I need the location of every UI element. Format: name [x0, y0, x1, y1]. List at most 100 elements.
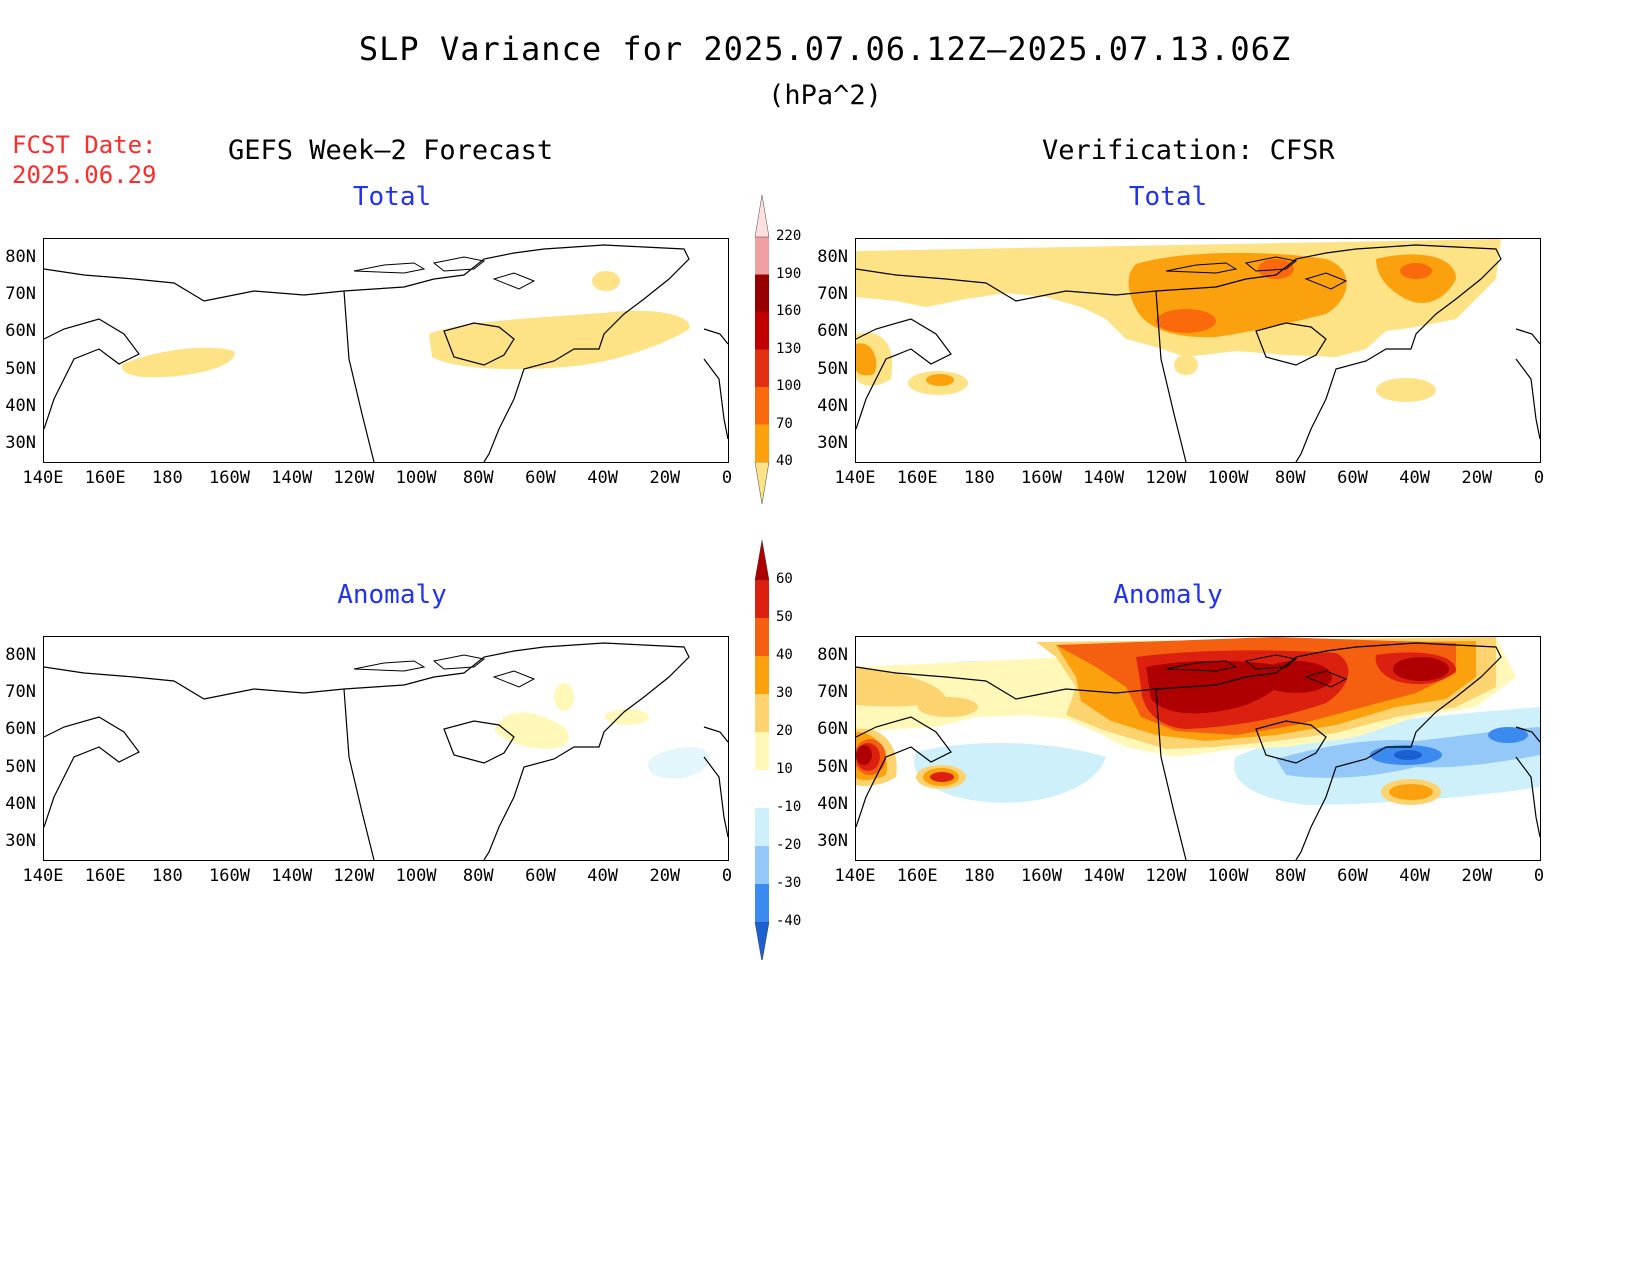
colorbar-segment	[755, 618, 769, 656]
forecast-total-map	[43, 238, 729, 463]
forecast-total-lon-label: 100W	[395, 468, 437, 488]
colorbar-segment	[755, 884, 769, 922]
coastlines	[44, 642, 728, 860]
verification-total-lon-label: 100W	[1207, 468, 1249, 488]
colorbar-segment	[755, 274, 769, 312]
islands	[353, 654, 536, 688]
forecast-total-lon-label: 180	[152, 468, 183, 488]
colorbar-level-label: 20	[776, 723, 793, 739]
fcst-date-value: 2025.06.29	[12, 161, 157, 189]
colorbar-segment	[755, 349, 769, 387]
verification-total-lat-label: 40N	[817, 396, 848, 416]
verification-anomaly-title: Anomaly	[1113, 580, 1223, 610]
forecast-total-lon-label: 0	[721, 468, 733, 488]
islands	[1165, 256, 1348, 290]
islands	[353, 256, 536, 290]
forecast-anomaly-lon-label: 160W	[209, 866, 250, 886]
coastlines	[856, 642, 1540, 860]
colorbar-level-label: 130	[776, 340, 802, 357]
forecast-total-lat-label: 80N	[5, 247, 36, 267]
colorbar-segment	[755, 387, 769, 425]
verification-total-lon-label: 140E	[834, 468, 876, 488]
colorbar-level-label: 40	[776, 453, 793, 469]
verification-anomaly-lon-label: 100W	[1207, 866, 1249, 886]
forecast-total-lon-label: 160E	[84, 468, 126, 488]
verification-total-lat-label: 80N	[817, 247, 848, 267]
forecast-total-lat-label: 60N	[5, 321, 36, 341]
forecast-anomaly-lon-label: 0	[721, 866, 733, 886]
verification-total-lon-label: 140W	[1083, 468, 1125, 488]
colorbar-anomaly	[754, 540, 770, 960]
figure-title: SLP Variance for 2025.07.06.12Z–2025.07.…	[358, 30, 1292, 68]
colorbar-arrow-low	[754, 921, 770, 960]
forecast-total-lat-label: 30N	[5, 433, 36, 453]
forecast-total-lat-label: 40N	[5, 396, 36, 416]
forecast-anomaly-lon-label: 60W	[525, 866, 556, 886]
verification-anomaly-lon-label: 160W	[1021, 866, 1062, 886]
verification-anomaly-lat-label: 80N	[817, 645, 848, 665]
forecast-anomaly-lon-label: 160E	[84, 866, 126, 886]
verification-total-lon-label: 160W	[1021, 468, 1062, 488]
verification-total-lon-label: 20W	[1461, 468, 1493, 488]
forecast-anomaly-title: Anomaly	[337, 580, 447, 610]
colorbar-level-label: -40	[776, 913, 802, 929]
shading	[494, 683, 710, 779]
colorbar-segment	[755, 808, 769, 846]
forecast-anomaly-lat-label: 70N	[5, 682, 36, 702]
verification-anomaly-map	[855, 636, 1541, 861]
verification-anomaly-lon-label: 80W	[1274, 866, 1306, 886]
verification-total-lat-label: 60N	[817, 321, 848, 341]
forecast-total-lon-label: 120W	[333, 468, 375, 488]
verification-anomaly-lat-label: 50N	[817, 757, 848, 777]
colorbar-level-label: 70	[776, 415, 793, 432]
verification-total-lat-label: 30N	[817, 433, 848, 453]
verification-anomaly-lon-label: 140W	[1083, 866, 1125, 886]
colorbar-level-label: -30	[776, 875, 802, 891]
colorbar-segment	[755, 237, 769, 275]
shading	[856, 637, 1540, 805]
forecast-anomaly-lon-label: 40W	[587, 866, 618, 886]
colorbar-level-label: 40	[776, 647, 793, 663]
islands	[1165, 654, 1348, 688]
forecast-anomaly-lon-label: 80W	[462, 866, 494, 886]
forecast-anomaly-lon-label: 120W	[333, 866, 375, 886]
colorbar-level-label: -20	[776, 837, 802, 853]
verification-anomaly-lon-label: 20W	[1461, 866, 1493, 886]
verification-anomaly-lat-label: 30N	[817, 831, 848, 851]
colorbar-segment	[755, 580, 769, 618]
verification-anomaly-lon-label: 60W	[1337, 866, 1368, 886]
verification-total-lon-label: 160E	[896, 468, 938, 488]
colorbar-level-label: 30	[776, 685, 793, 701]
verification-anomaly-lon-label: 40W	[1399, 866, 1430, 886]
verification-total-lon-label: 180	[964, 468, 995, 488]
forecast-total-lon-label: 140E	[22, 468, 64, 488]
verification-total-lon-label: 120W	[1145, 468, 1187, 488]
colorbar-segment	[755, 424, 769, 462]
forecast-anomaly-lon-label: 140E	[22, 866, 64, 886]
verification-anomaly-lon-label: 160E	[896, 866, 938, 886]
shading	[121, 271, 690, 378]
colorbar-level-label: -10	[776, 799, 802, 815]
verification-total-title: Total	[1128, 182, 1208, 212]
colorbar-level-label: 160	[776, 303, 802, 319]
forecast-total-lon-label: 80W	[462, 468, 494, 488]
units-label: (hPa^2)	[768, 80, 882, 111]
forecast-total-lon-label: 60W	[525, 468, 556, 488]
verification-total-lon-label: 40W	[1399, 468, 1430, 488]
colorbar-segment	[755, 694, 769, 732]
colorbar-level-label: 100	[776, 378, 802, 394]
verification-column-title: Verification: CFSR	[1042, 135, 1335, 166]
forecast-anomaly-lon-label: 20W	[649, 866, 681, 886]
colorbar-arrow-high	[754, 195, 770, 238]
coastlines	[856, 244, 1540, 462]
forecast-total-lon-label: 40W	[587, 468, 618, 488]
colorbar-segment	[755, 312, 769, 350]
colorbar-level-label: 50	[776, 609, 793, 625]
colorbar-segment	[755, 846, 769, 884]
forecast-anomaly-lon-label: 100W	[395, 866, 437, 886]
forecast-total-title: Total	[352, 182, 432, 212]
verification-anomaly-lon-label: 180	[964, 866, 995, 886]
forecast-total-lon-label: 140W	[271, 468, 313, 488]
verification-total-map	[855, 238, 1541, 463]
colorbar-total	[754, 195, 770, 505]
